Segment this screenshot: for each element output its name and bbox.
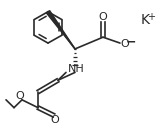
Polygon shape <box>46 11 75 49</box>
Text: +: + <box>147 12 155 22</box>
Text: NH: NH <box>68 65 84 74</box>
Text: O: O <box>16 91 24 101</box>
Text: O: O <box>99 12 107 22</box>
Text: K: K <box>140 13 149 27</box>
Text: O: O <box>51 115 59 125</box>
Text: −: − <box>126 36 136 49</box>
Text: O: O <box>121 39 129 49</box>
